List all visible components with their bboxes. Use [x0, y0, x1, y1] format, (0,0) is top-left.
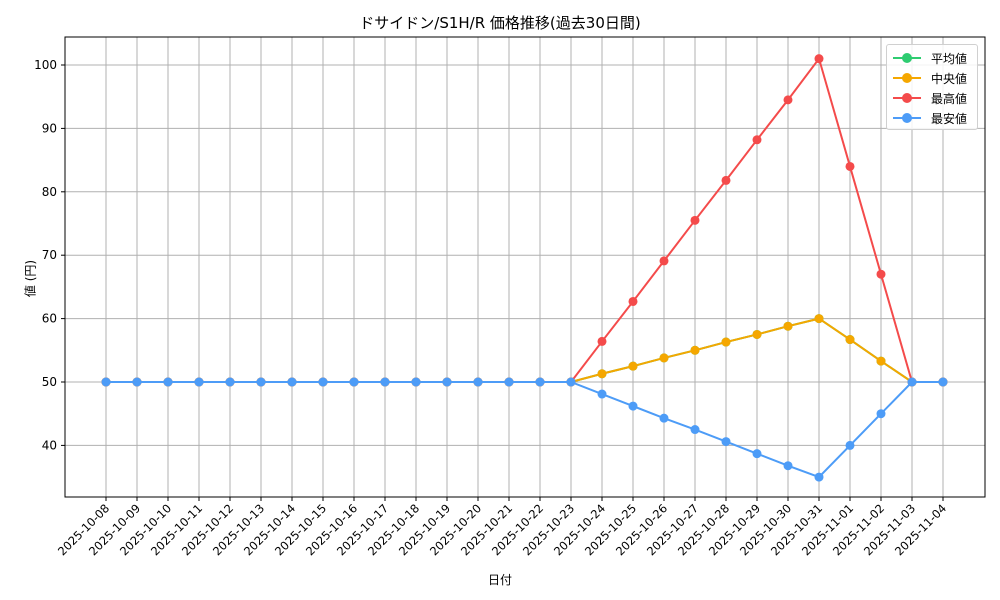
y-tick-label: 90 [42, 121, 57, 135]
y-tick-label: 70 [42, 248, 57, 262]
data-point [473, 377, 483, 387]
data-point [752, 329, 762, 339]
data-point [752, 135, 762, 145]
y-tick-label: 60 [42, 312, 57, 326]
data-point [318, 377, 328, 387]
data-point [783, 461, 793, 471]
series-中央値 [101, 314, 948, 387]
data-point [132, 377, 142, 387]
data-point [721, 175, 731, 185]
y-tick-label: 80 [42, 185, 57, 199]
chart-legend: 平均値中央値最高値最安値 [886, 44, 978, 130]
data-point [287, 377, 297, 387]
legend-item: 平均値 [893, 49, 967, 67]
data-point [566, 377, 576, 387]
legend-marker-icon [893, 49, 921, 67]
legend-marker-icon [893, 89, 921, 107]
x-axis: 2025-10-082025-10-092025-10-102025-10-11… [55, 497, 949, 558]
data-point [101, 377, 111, 387]
legend-item: 最安値 [893, 109, 967, 127]
series-平均値 [101, 314, 948, 387]
legend-marker-icon [893, 69, 921, 87]
y-axis-label: 値 (円) [23, 259, 38, 298]
y-tick-label: 40 [42, 438, 57, 452]
data-point [442, 377, 452, 387]
series-最安値 [101, 377, 948, 482]
data-point [690, 215, 700, 225]
data-point [535, 377, 545, 387]
data-point [752, 449, 762, 459]
x-axis-label: 日付 [487, 573, 512, 587]
data-point [597, 389, 607, 399]
data-point [845, 335, 855, 345]
data-point [628, 296, 638, 306]
legend-marker-icon [893, 109, 921, 127]
legend-label: 最安値 [931, 111, 968, 126]
grid [65, 37, 985, 497]
y-tick-label: 100 [34, 58, 57, 72]
data-point [721, 337, 731, 347]
data-point [845, 161, 855, 171]
data-point [783, 95, 793, 105]
data-point [814, 314, 824, 324]
data-point [876, 269, 886, 279]
data-point [814, 472, 824, 482]
data-point [659, 256, 669, 266]
legend-label: 平均値 [931, 51, 968, 66]
data-point [907, 377, 917, 387]
data-point [876, 409, 886, 419]
plot-frame [64, 36, 986, 498]
data-point [504, 377, 514, 387]
y-axis: 40 50 60 70 80 90 100 [34, 58, 65, 452]
data-point [659, 413, 669, 423]
data-point [845, 440, 855, 450]
data-point [380, 377, 390, 387]
data-point [194, 377, 204, 387]
y-tick-label: 50 [42, 375, 57, 389]
data-point [659, 353, 669, 363]
legend-label: 中央値 [931, 71, 968, 86]
data-point [876, 356, 886, 366]
data-point [690, 425, 700, 435]
series-最高値 [101, 54, 948, 387]
data-point [628, 361, 638, 371]
data-point [225, 377, 235, 387]
data-point [349, 377, 359, 387]
legend-item: 最高値 [893, 89, 967, 107]
data-point [597, 336, 607, 346]
legend-item: 中央値 [893, 69, 967, 87]
data-point [628, 401, 638, 411]
data-point [163, 377, 173, 387]
data-point [597, 369, 607, 379]
data-point [411, 377, 421, 387]
data-point [938, 377, 948, 387]
data-point [721, 437, 731, 447]
data-point [690, 345, 700, 355]
chart-title: ドサイドン/S1H/R 価格推移(過去30日間) [359, 14, 641, 32]
data-point [783, 321, 793, 331]
legend-label: 最高値 [931, 91, 968, 106]
data-point [256, 377, 266, 387]
data-point [814, 54, 824, 64]
